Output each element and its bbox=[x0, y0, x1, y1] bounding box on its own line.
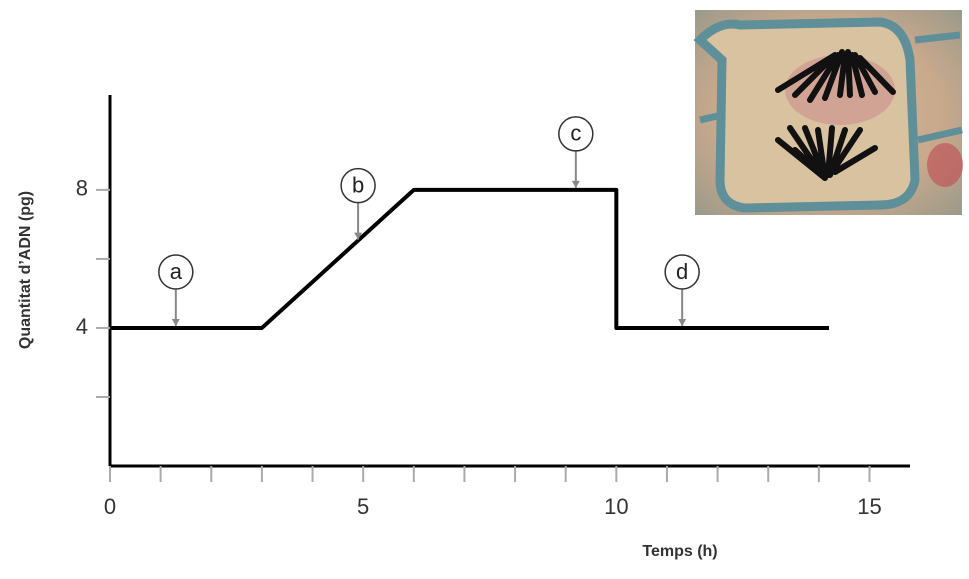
x-tick-label: 5 bbox=[357, 494, 369, 519]
annotation-circle bbox=[558, 116, 594, 152]
annotation-arrowhead bbox=[571, 180, 580, 188]
annotation-circle bbox=[340, 167, 376, 204]
micrograph bbox=[693, 10, 963, 215]
cell-stain bbox=[927, 143, 963, 187]
y-tick-label: 4 bbox=[76, 314, 88, 339]
annotation-circle bbox=[664, 254, 700, 290]
x-tick-label: 0 bbox=[104, 494, 116, 519]
annotation-arrowhead bbox=[354, 232, 363, 240]
annotation-label: d bbox=[676, 259, 688, 284]
data-line bbox=[110, 187, 829, 330]
cell-wall bbox=[699, 31, 963, 144]
annotation-circle bbox=[158, 254, 194, 290]
annotation-arrowhead bbox=[171, 318, 180, 326]
x-axis-label: Temps (h) bbox=[642, 543, 717, 560]
y-tick-label: 8 bbox=[76, 176, 88, 201]
annotation-arrowhead bbox=[678, 318, 687, 326]
x-tick-label: 15 bbox=[857, 494, 881, 519]
chromosomes bbox=[775, 49, 896, 181]
y-axis-label: Quantitat d’ADN (pg) bbox=[17, 191, 34, 349]
annotation-label: c bbox=[570, 121, 581, 146]
annotation-label: a bbox=[170, 259, 183, 284]
x-tick-label: 10 bbox=[604, 494, 628, 519]
annotation-label: b bbox=[352, 172, 364, 197]
